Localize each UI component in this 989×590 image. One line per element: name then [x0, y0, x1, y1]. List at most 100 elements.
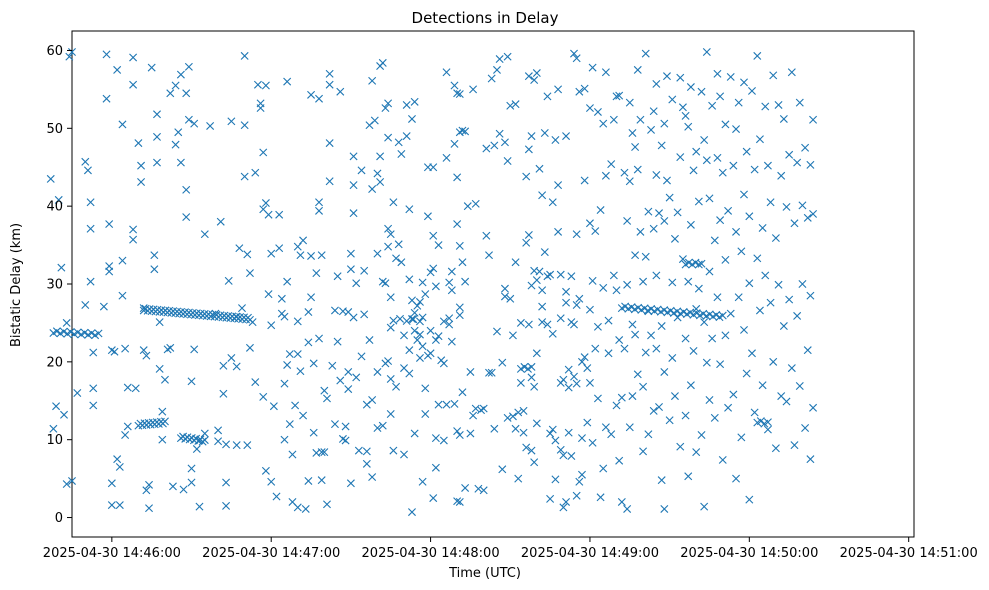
- data-point: [809, 115, 818, 124]
- data-point: [323, 394, 331, 403]
- data-point: [376, 178, 385, 187]
- data-point: [107, 479, 116, 488]
- data-point: [142, 486, 151, 495]
- data-point: [522, 172, 531, 181]
- data-point: [245, 269, 254, 278]
- data-point: [153, 158, 161, 167]
- data-point: [352, 373, 361, 382]
- data-point: [570, 320, 579, 329]
- data-point: [261, 199, 270, 208]
- data-point: [617, 393, 626, 402]
- data-point: [405, 205, 414, 214]
- data-point: [644, 430, 653, 439]
- data-point: [657, 141, 666, 150]
- data-point: [245, 343, 254, 352]
- data-point: [705, 396, 714, 404]
- data-point: [572, 491, 581, 500]
- data-point: [442, 68, 451, 77]
- data-point: [652, 79, 661, 88]
- data-point: [368, 185, 377, 194]
- data-point: [782, 397, 791, 406]
- data-point: [649, 107, 658, 116]
- data-point: [585, 104, 594, 113]
- data-point: [174, 128, 183, 137]
- data-point: [131, 384, 140, 393]
- data-point: [681, 411, 690, 420]
- data-point: [296, 367, 305, 376]
- data-point: [710, 413, 719, 422]
- data-point: [418, 342, 427, 351]
- data-point: [94, 329, 103, 338]
- data-point: [52, 327, 61, 336]
- data-point: [490, 424, 499, 433]
- data-point: [336, 376, 345, 385]
- data-point: [710, 236, 719, 245]
- data-point: [392, 254, 401, 263]
- data-point: [700, 502, 709, 511]
- data-point: [317, 448, 326, 457]
- data-point: [206, 121, 215, 130]
- x-axis-title: Time (UTC): [448, 566, 521, 581]
- data-point: [686, 83, 695, 92]
- data-point: [689, 166, 698, 175]
- data-point: [655, 209, 663, 218]
- data-point: [562, 298, 571, 307]
- data-point: [588, 63, 597, 72]
- data-point: [657, 322, 666, 331]
- data-point: [652, 171, 661, 180]
- data-point: [277, 294, 286, 303]
- data-point: [325, 80, 334, 89]
- data-point: [508, 412, 517, 421]
- data-point: [681, 111, 690, 120]
- data-point: [190, 119, 199, 128]
- data-point: [158, 435, 167, 444]
- data-point: [684, 472, 693, 481]
- data-point: [87, 329, 96, 338]
- data-point: [349, 181, 358, 190]
- data-point: [527, 373, 536, 382]
- data-point: [386, 374, 395, 383]
- data-point: [410, 326, 419, 335]
- data-point: [607, 160, 616, 169]
- data-point: [628, 128, 637, 137]
- data-point: [187, 377, 196, 386]
- data-point: [413, 336, 422, 345]
- data-point: [562, 497, 571, 506]
- data-point: [498, 465, 507, 474]
- data-point: [562, 132, 571, 141]
- data-point: [431, 336, 440, 345]
- data-point: [330, 420, 339, 429]
- data-point: [532, 69, 541, 78]
- data-point: [458, 388, 467, 397]
- data-point: [129, 53, 138, 62]
- data-point: [482, 231, 491, 240]
- data-point: [307, 251, 316, 260]
- data-point: [373, 424, 382, 433]
- y-tick-label: 10: [46, 433, 63, 448]
- data-point: [708, 101, 717, 110]
- data-point: [134, 139, 143, 148]
- data-point: [724, 403, 733, 412]
- data-point: [580, 176, 589, 185]
- data-point: [102, 94, 111, 103]
- data-point: [447, 337, 456, 346]
- x-axis-ticks: 2025-04-30 14:46:00 2025-04-30 14:47:00 20…: [43, 537, 978, 561]
- data-point: [708, 334, 717, 343]
- data-point: [694, 197, 703, 206]
- data-point: [625, 177, 634, 186]
- data-point: [583, 418, 592, 427]
- data-point: [315, 94, 324, 103]
- data-point: [54, 195, 63, 204]
- data-point: [785, 295, 794, 304]
- data-point: [479, 404, 488, 413]
- data-point: [123, 422, 132, 431]
- data-point: [394, 138, 403, 147]
- data-point: [434, 400, 443, 409]
- data-point: [713, 69, 722, 78]
- data-point: [769, 357, 778, 366]
- data-point: [593, 322, 602, 331]
- data-point: [445, 278, 454, 287]
- data-point: [288, 450, 297, 459]
- data-point: [628, 320, 637, 329]
- data-point: [551, 436, 560, 445]
